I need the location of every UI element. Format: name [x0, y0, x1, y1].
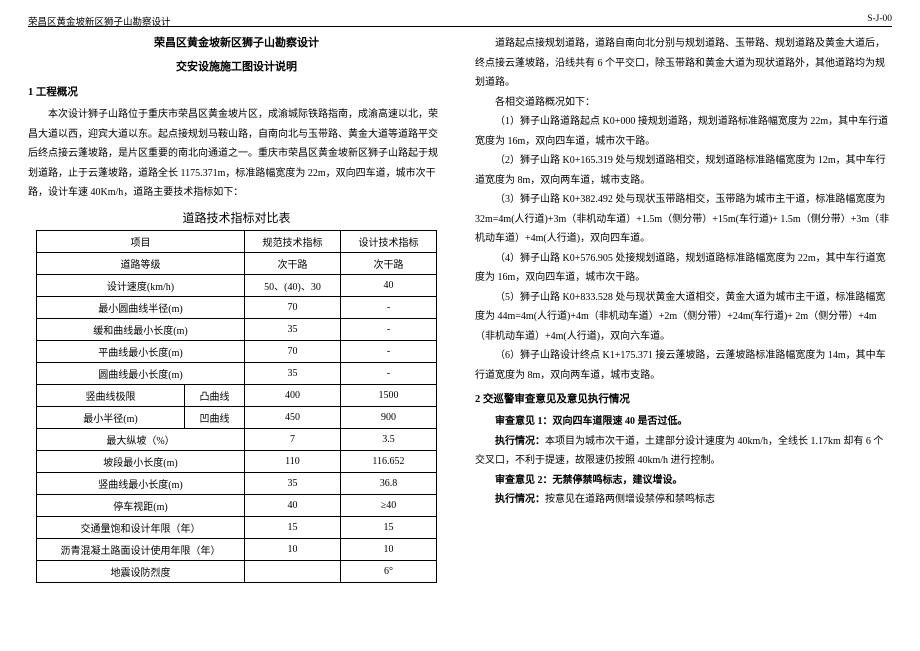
r-p3: （1）狮子山路道路起点 K0+000 接规划道路，规划道路标准路幅宽度为 22m…: [475, 112, 892, 151]
r-p9: 审查意见 1：双向四车道限速 40 是否过低。: [475, 412, 892, 432]
cell: 项目: [37, 230, 245, 252]
cell: 35: [245, 472, 341, 494]
table-row: 停车视距(m)40≥40: [37, 494, 437, 516]
table-row: 最小半径(m)凹曲线450900: [37, 406, 437, 428]
table-row: 坡段最小长度(m)110116.652: [37, 450, 437, 472]
cell: ≥40: [341, 494, 437, 516]
cell: 36.8: [341, 472, 437, 494]
r-p10-exec: 执行情况：按意见在道路两侧增设禁停和禁鸣标志: [475, 490, 892, 510]
r-p5: （3）狮子山路 K0+382.492 处与现状玉带路相交，玉带路为城市主干道，标…: [475, 190, 892, 249]
r-p10: 审查意见 2：无禁停禁鸣标志，建议增设。: [475, 471, 892, 491]
r-p9b: 执行情况：: [495, 436, 545, 447]
cell: -: [341, 340, 437, 362]
cell: 7: [245, 428, 341, 450]
table-row: 道路等级次干路次干路: [37, 252, 437, 274]
cell: 平曲线最小长度(m): [37, 340, 245, 362]
left-column: 荣昌区黄金坡新区狮子山勘察设计 交安设施施工图设计说明 1 工程概况 本次设计狮…: [28, 18, 445, 651]
cell: 竖曲线极限: [37, 384, 185, 406]
cell: 缓和曲线最小长度(m): [37, 318, 245, 340]
cell: 3.5: [341, 428, 437, 450]
r-p4: （2）狮子山路 K0+165.319 处与规划道路相交，规划道路标准路幅宽度为 …: [475, 151, 892, 190]
cell: -: [341, 318, 437, 340]
right-column: 道路起点接规划道路，道路自南向北分别与规划道路、玉带路、规划道路及黄金大道后，终…: [475, 18, 892, 651]
cell: 最小半径(m): [37, 406, 185, 428]
cell: 设计技术指标: [341, 230, 437, 252]
cell: 40: [245, 494, 341, 516]
table-row: 缓和曲线最小长度(m)35-: [37, 318, 437, 340]
r-p6: （4）狮子山路 K0+576.905 处接规划道路，规划道路标准路幅宽度为 22…: [475, 249, 892, 288]
table-row: 竖曲线最小长度(m)3536.8: [37, 472, 437, 494]
cell: 116.652: [341, 450, 437, 472]
cell: -: [341, 296, 437, 318]
cell: 15: [341, 516, 437, 538]
cell: 70: [245, 340, 341, 362]
table-row: 圆曲线最小长度(m)35-: [37, 362, 437, 384]
section-2-head: 2 交巡警审查意见及意见执行情况: [475, 391, 892, 406]
table-row: 沥青混凝土路面设计使用年限（年）1010: [37, 538, 437, 560]
cell: 次干路: [245, 252, 341, 274]
cell: 最大纵坡（%）: [37, 428, 245, 450]
cell: [245, 560, 341, 582]
cell: 次干路: [341, 252, 437, 274]
cell: 坡段最小长度(m): [37, 450, 245, 472]
cell: 凹曲线: [185, 406, 245, 428]
cell: 35: [245, 362, 341, 384]
section-1-para: 本次设计狮子山路位于重庆市荣昌区黄金坡片区，成渝城际铁路指南，成渝高速以北，荣昌…: [28, 105, 445, 203]
table-row: 交通量饱和设计年限（年）1515: [37, 516, 437, 538]
cell: 规范技术指标: [245, 230, 341, 252]
cell: 地震设防烈度: [37, 560, 245, 582]
r-p9a: 审查意见 1：双向四车道限速 40 是否过低。: [495, 416, 688, 427]
table-row: 项目规范技术指标设计技术指标: [37, 230, 437, 252]
table-row: 最大纵坡（%）73.5: [37, 428, 437, 450]
doc-title-1: 荣昌区黄金坡新区狮子山勘察设计: [28, 34, 445, 50]
cell: 6°: [341, 560, 437, 582]
cell: 450: [245, 406, 341, 428]
cell: 1500: [341, 384, 437, 406]
cell: 70: [245, 296, 341, 318]
doc-title-2: 交安设施施工图设计说明: [28, 58, 445, 74]
r-p8: （6）狮子山路设计终点 K1+175.371 接云蓬坡路，云蓬坡路标准路幅宽度为…: [475, 346, 892, 385]
cell: 停车视距(m): [37, 494, 245, 516]
cell: 道路等级: [37, 252, 245, 274]
cell: 竖曲线最小长度(m): [37, 472, 245, 494]
table-row: 最小圆曲线半径(m)70-: [37, 296, 437, 318]
table-row: 平曲线最小长度(m)70-: [37, 340, 437, 362]
cell: 35: [245, 318, 341, 340]
cell: 50、(40)、30: [245, 274, 341, 296]
cell: 沥青混凝土路面设计使用年限（年）: [37, 538, 245, 560]
r-p7: （5）狮子山路 K0+833.528 处与现状黄金大道相交，黄金大道为城市主干道…: [475, 288, 892, 347]
table-caption: 道路技术指标对比表: [28, 209, 445, 226]
cell: 圆曲线最小长度(m): [37, 362, 245, 384]
r-p10c: 按意见在道路两侧增设禁停和禁鸣标志: [545, 494, 715, 505]
section-1-head: 1 工程概况: [28, 84, 445, 99]
cell: 交通量饱和设计年限（年）: [37, 516, 245, 538]
r-p10a: 审查意见 2：无禁停禁鸣标志，建议增设。: [495, 475, 683, 486]
cell: 400: [245, 384, 341, 406]
cell: 110: [245, 450, 341, 472]
r-p9-exec: 执行情况：本项目为城市次干道，土建部分设计速度为 40km/h，全线长 1.17…: [475, 432, 892, 471]
cell: 15: [245, 516, 341, 538]
table-row: 设计速度(km/h)50、(40)、3040: [37, 274, 437, 296]
cell: 10: [341, 538, 437, 560]
cell: 设计速度(km/h): [37, 274, 245, 296]
cell: 10: [245, 538, 341, 560]
table-row: 地震设防烈度 6°: [37, 560, 437, 582]
cell: 900: [341, 406, 437, 428]
r-p2: 各相交道路概况如下：: [475, 93, 892, 113]
header-rule: [28, 26, 892, 27]
cell: 凸曲线: [185, 384, 245, 406]
table-row: 竖曲线极限凸曲线4001500: [37, 384, 437, 406]
r-p1: 道路起点接规划道路，道路自南向北分别与规划道路、玉带路、规划道路及黄金大道后，终…: [475, 34, 892, 93]
cell: -: [341, 362, 437, 384]
spec-table: 项目规范技术指标设计技术指标道路等级次干路次干路设计速度(km/h)50、(40…: [36, 230, 437, 583]
header-right: S-J-00: [867, 14, 892, 24]
cell: 最小圆曲线半径(m): [37, 296, 245, 318]
cell: 40: [341, 274, 437, 296]
r-p10b: 执行情况：: [495, 494, 545, 505]
